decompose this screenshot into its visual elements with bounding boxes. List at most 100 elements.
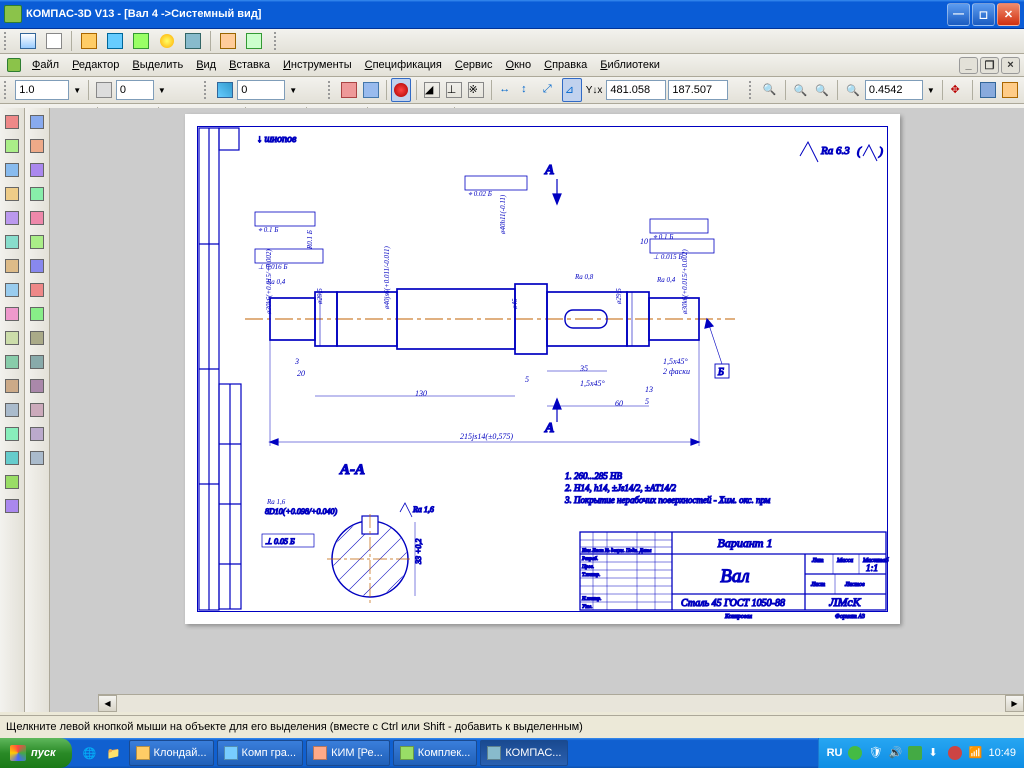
coord-y-field[interactable] — [668, 80, 728, 100]
tray-icon[interactable]: 📶 — [968, 746, 982, 760]
app-menu-icon[interactable] — [4, 53, 24, 77]
tb-doc-icon[interactable] — [42, 29, 66, 53]
side-hatch-icon[interactable] — [26, 231, 48, 253]
side-rect2-icon[interactable] — [26, 135, 48, 157]
mdi-close-button[interactable]: × — [1001, 57, 1020, 74]
side-table-icon[interactable] — [26, 327, 48, 349]
tb-g1-icon[interactable] — [339, 78, 359, 102]
side-snap-icon[interactable] — [1, 303, 23, 325]
menu-Справка[interactable]: Справка — [538, 57, 593, 73]
tb-parts-icon[interactable] — [77, 29, 101, 53]
side-rotate-icon[interactable] — [26, 423, 48, 445]
menu-Сервис[interactable]: Сервис — [449, 57, 499, 73]
side-circle-icon[interactable] — [26, 159, 48, 181]
taskbar-item[interactable]: Комплек... — [393, 740, 478, 766]
side-pan-icon[interactable] — [1, 135, 23, 157]
ql-folder-icon[interactable]: 📁 — [102, 741, 126, 765]
tb-grid-icon[interactable] — [181, 29, 205, 53]
tray-icon[interactable] — [848, 746, 862, 760]
side-cut-icon[interactable] — [26, 351, 48, 373]
menu-Вид[interactable]: Вид — [190, 57, 222, 73]
tb-layer-icon[interactable] — [94, 78, 114, 102]
tray-icon[interactable] — [948, 746, 962, 760]
side-cyan-icon[interactable] — [1, 447, 23, 469]
side-leader-icon[interactable] — [26, 279, 48, 301]
tray-icon[interactable] — [908, 746, 922, 760]
minimize-button[interactable]: — — [947, 3, 970, 26]
tb-style-icon[interactable] — [215, 78, 235, 102]
side-mirror-icon[interactable] — [26, 399, 48, 421]
taskbar-item[interactable]: КИМ [Ре... — [306, 740, 390, 766]
tb-dim3-icon[interactable]: ⤢ — [540, 78, 560, 102]
tb-sheet-icon[interactable] — [242, 29, 266, 53]
side-tree-icon[interactable] — [1, 183, 23, 205]
side-del-icon[interactable] — [26, 447, 48, 469]
taskbar-item[interactable]: Клондай... — [129, 740, 214, 766]
zoom-fit-icon[interactable]: 🔍 — [760, 78, 780, 102]
side-poly-icon[interactable] — [26, 207, 48, 229]
tb-s2-icon[interactable]: ⊥ — [444, 78, 464, 102]
nav-icon[interactable]: ✥ — [948, 78, 968, 102]
menu-Спецификация[interactable]: Спецификация — [359, 57, 448, 73]
layer-combo[interactable] — [116, 80, 154, 100]
menu-Выделить[interactable]: Выделить — [126, 57, 189, 73]
tray-icon[interactable]: ⬇ — [928, 746, 942, 760]
scale-combo[interactable] — [15, 80, 69, 100]
view1-icon[interactable] — [978, 78, 998, 102]
side-dim-icon[interactable] — [26, 255, 48, 277]
side-purple-icon[interactable] — [1, 495, 23, 517]
tray-clock[interactable]: 10:49 — [988, 747, 1016, 759]
side-arc-icon[interactable] — [26, 183, 48, 205]
side-layer-icon[interactable] — [1, 423, 23, 445]
menu-Библиотеки[interactable]: Библиотеки — [594, 57, 666, 73]
mdi-minimize-button[interactable]: _ — [959, 57, 978, 74]
tb-g2-icon[interactable] — [361, 78, 381, 102]
zoom-field[interactable] — [865, 80, 923, 100]
tb-dim4-icon[interactable]: ⊿ — [562, 78, 582, 102]
maximize-button[interactable]: ◻ — [972, 3, 995, 26]
tb-new-icon[interactable] — [16, 29, 40, 53]
side-green-icon[interactable] — [1, 471, 23, 493]
side-run-icon[interactable] — [1, 327, 23, 349]
side-paint-icon[interactable] — [1, 351, 23, 373]
start-button[interactable]: пуск — [0, 738, 72, 768]
taskbar-item[interactable]: Комп гра... — [217, 740, 304, 766]
tb-s1-icon[interactable]: ◢ — [422, 78, 442, 102]
zoom-win-icon[interactable]: 🔍 — [843, 78, 863, 102]
tb-dim2-icon[interactable]: ↕ — [518, 78, 538, 102]
tb-assy-icon[interactable] — [103, 29, 127, 53]
mdi-restore-button[interactable]: ❐ — [980, 57, 999, 74]
menu-Вставка[interactable]: Вставка — [223, 57, 276, 73]
menu-Инструменты[interactable]: Инструменты — [277, 57, 358, 73]
view2-icon[interactable] — [1000, 78, 1020, 102]
tb-magnet-icon[interactable] — [391, 78, 411, 102]
coord-x-field[interactable] — [606, 80, 666, 100]
canvas[interactable]: ↓ шнопов Ra 6.3 ( ) А А — [50, 108, 1024, 712]
side-grid-icon[interactable] — [1, 207, 23, 229]
menu-Окно[interactable]: Окно — [500, 57, 538, 73]
tb-dim1-icon[interactable]: ↔ — [496, 78, 516, 102]
tray-icon[interactable]: 🛡 — [868, 746, 882, 760]
zoom-out-icon[interactable]: 🔍 — [812, 78, 832, 102]
zoom-in-icon[interactable]: 🔍 — [791, 78, 811, 102]
side-line-icon[interactable] — [26, 111, 48, 133]
side-measure-icon[interactable] — [1, 231, 23, 253]
tb-stack-icon[interactable] — [216, 29, 240, 53]
tray-icon[interactable]: 🔊 — [888, 746, 902, 760]
side-select-icon[interactable] — [1, 111, 23, 133]
ql-ie-icon[interactable]: 🌐 — [78, 741, 102, 765]
side-rect-icon[interactable] — [1, 159, 23, 181]
h-scrollbar[interactable]: ◀▶ — [98, 694, 1024, 712]
style-combo[interactable] — [237, 80, 285, 100]
side-paste-icon[interactable] — [26, 375, 48, 397]
taskbar-item[interactable]: КОМПАС... — [480, 740, 568, 766]
tb-sun-icon[interactable] — [155, 29, 179, 53]
side-text2-icon[interactable] — [26, 303, 48, 325]
close-button[interactable]: ✕ — [997, 3, 1020, 26]
menu-Файл[interactable]: Файл — [26, 57, 65, 73]
side-box-icon[interactable] — [1, 375, 23, 397]
tb-lib-icon[interactable] — [129, 29, 153, 53]
side-ortho-icon[interactable] — [1, 279, 23, 301]
side-coord-icon[interactable] — [1, 255, 23, 277]
tb-s3-icon[interactable]: ※ — [466, 78, 486, 102]
